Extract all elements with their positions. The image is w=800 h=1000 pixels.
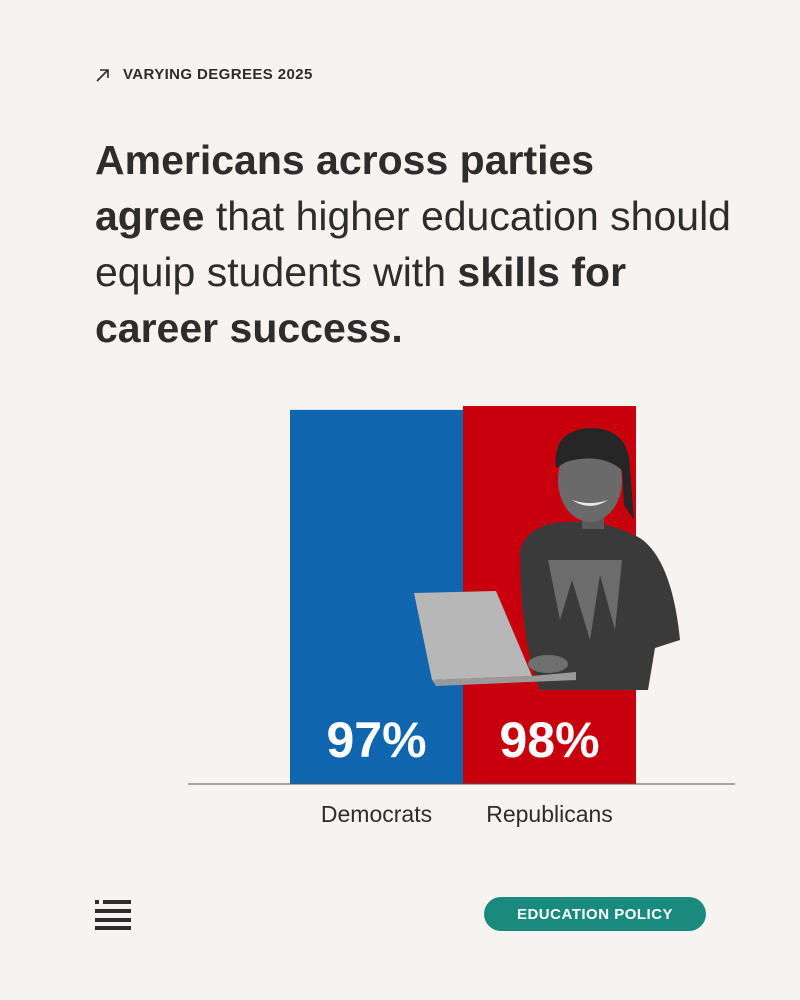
topic-badge-label: EDUCATION POLICY [516, 905, 674, 923]
eyebrow-label: VARYING DEGREES 2025 [123, 66, 313, 83]
data-label-republicans: 98% [499, 712, 599, 768]
category-label-democrats: Democrats [321, 801, 432, 827]
headline-part-1: Americans across parties [95, 137, 595, 183]
headline-part-4: skills for career success. [95, 249, 627, 351]
arrow-up-right-icon [96, 68, 109, 82]
data-label-democrats: 97% [326, 712, 426, 768]
page-title: Americans across parties agree that highe… [95, 132, 735, 356]
headline-part-2: agree [95, 193, 205, 239]
eyebrow: VARYING DEGREES 2025 [95, 66, 313, 83]
bar-democrats [290, 409, 463, 784]
topic-badge[interactable]: EDUCATION POLICY [484, 897, 706, 931]
bar-republicans [463, 406, 636, 784]
student-laptop-photo [414, 428, 680, 690]
category-label-republicans: Republicans [486, 801, 613, 827]
headline-part-3: that higher education should equip stude… [95, 193, 731, 295]
menu-icon[interactable] [95, 900, 131, 930]
